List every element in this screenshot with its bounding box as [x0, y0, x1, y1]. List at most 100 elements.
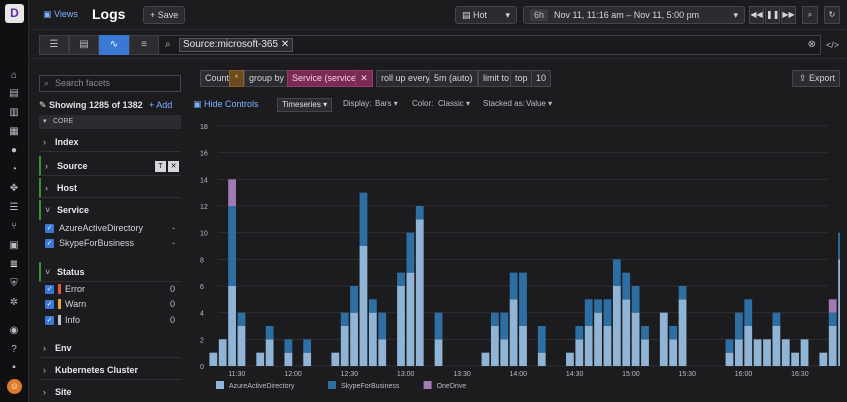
storage-tier-select[interactable]: ▤ Hot ▾: [455, 6, 517, 24]
remove-group-icon[interactable]: ✕: [355, 70, 373, 87]
rollup-select[interactable]: 5m (auto): [429, 70, 478, 87]
status-item-count: 0: [169, 299, 175, 309]
query-tag[interactable]: Source:microsoft-365 ✕: [179, 38, 294, 52]
facet-status[interactable]: ˅ Status: [39, 262, 181, 282]
status-item-error[interactable]: ✓ Error 0: [45, 282, 181, 296]
checkbox-checked[interactable]: ✓: [45, 285, 54, 294]
bar-segment: [378, 312, 387, 340]
service-item-skype[interactable]: ✓ SkypeForBusiness -: [45, 236, 181, 250]
bar-segment: [415, 206, 424, 220]
group-by-value[interactable]: Service (service): [287, 70, 365, 87]
core-section-header[interactable]: ▾ CORE: [39, 115, 181, 129]
export-button[interactable]: ⇪ Export: [792, 70, 840, 87]
datadog-logo-icon[interactable]: D: [5, 4, 24, 23]
refresh-icon[interactable]: ↻: [824, 6, 840, 24]
metrics-icon[interactable]: ▥: [9, 107, 19, 118]
rollup-label: roll up every: [376, 70, 436, 87]
limit-direction-select[interactable]: top: [510, 70, 533, 87]
dashboard-icon[interactable]: ▤: [9, 88, 19, 99]
service-item-azure[interactable]: ✓ AzureActiveDirectory -: [45, 221, 181, 235]
y-tick-label: 18: [200, 124, 208, 131]
ci-icon[interactable]: ⑂: [11, 221, 17, 232]
status-item-info[interactable]: ✓ Info 0: [45, 313, 181, 327]
search-input[interactable]: ⌕ Source:microsoft-365 ✕ ⊗: [158, 35, 821, 55]
synthetics-icon[interactable]: ☰: [9, 202, 19, 213]
x-tick-label: 16:00: [735, 371, 753, 378]
list-view-icon[interactable]: ☰: [39, 35, 69, 55]
monitors-icon[interactable]: ●: [10, 145, 18, 156]
facet-search-input[interactable]: ⌕ Search facets: [39, 75, 181, 92]
bar-segment: [838, 232, 846, 260]
logs-nav-icon[interactable]: ≣: [9, 259, 19, 270]
hide-controls-button[interactable]: ▣ Hide Controls: [193, 98, 259, 110]
settings-icon[interactable]: ✲: [9, 297, 19, 308]
security-icon[interactable]: ⛨: [10, 278, 18, 289]
bar-segment: [265, 339, 274, 366]
bar-segment: [500, 339, 509, 366]
time-range-picker[interactable]: 6h Nov 11, 11:16 am – Nov 11, 5:00 pm ▾: [523, 6, 745, 24]
filter-icon[interactable]: T: [155, 161, 166, 172]
stacked-value: Value: [526, 99, 546, 108]
remove-filter-icon[interactable]: ✕: [168, 161, 179, 172]
bar-segment: [584, 326, 593, 366]
status-item-warn[interactable]: ✓ Warn 0: [45, 297, 181, 311]
time-pause-icon[interactable]: ❚❚: [765, 6, 780, 24]
apm-icon[interactable]: ◔: [10, 164, 18, 175]
avatar[interactable]: ☺: [7, 379, 22, 394]
bar-segment: [659, 312, 668, 366]
display-value: Bars: [375, 99, 392, 108]
bar-segment: [331, 352, 340, 366]
checkbox-checked[interactable]: ✓: [45, 239, 54, 248]
clear-search-icon[interactable]: ⊗: [807, 39, 816, 50]
checkbox-checked[interactable]: ✓: [45, 224, 54, 233]
save-button[interactable]: + Save: [143, 6, 185, 24]
facet-env[interactable]: › Env: [39, 338, 181, 358]
chevron-right-icon: ›: [45, 161, 48, 171]
edit-icon[interactable]: ✎: [39, 100, 50, 110]
checkbox-checked[interactable]: ✓: [45, 316, 54, 325]
close-icon[interactable]: ✕: [280, 39, 290, 50]
status-swatch: [58, 315, 61, 325]
facet-index[interactable]: › Index: [39, 132, 181, 152]
bar-segment: [734, 339, 743, 366]
chevron-down-icon: ˅: [45, 205, 51, 215]
chart-controls: ▣ Hide Controls Timeseries ▾ Display: Ba…: [193, 98, 843, 112]
export-label: Export: [809, 73, 836, 83]
display-select[interactable]: Bars ▾: [375, 98, 398, 110]
table-view-icon[interactable]: ≡: [129, 35, 159, 55]
facet-kubernetes-cluster[interactable]: › Kubernetes Cluster: [39, 360, 181, 380]
limit-value-input[interactable]: 10: [531, 70, 552, 87]
integrations-icon[interactable]: ✥: [9, 183, 19, 194]
code-icon[interactable]: </>: [826, 40, 840, 50]
account-icon[interactable]: ▪: [12, 362, 16, 373]
add-facet-button[interactable]: + Add: [149, 100, 172, 110]
chat-icon[interactable]: ◉: [9, 325, 19, 336]
time-forward-icon[interactable]: ▶▶: [781, 6, 796, 24]
views-button[interactable]: ▣ Views: [37, 6, 84, 24]
timeseries-chart[interactable]: 0 2 4 6 8 10 12 14 16 18 11:30 12:00 12:30 13:00 13:30…: [200, 116, 846, 402]
stacked-select[interactable]: Value ▾: [526, 98, 552, 110]
facet-service[interactable]: ˅ Service: [39, 200, 181, 220]
time-back-icon[interactable]: ◀◀: [749, 6, 764, 24]
checkbox-checked[interactable]: ✓: [45, 300, 54, 309]
bar-segment: [594, 299, 602, 313]
bar-segment: [781, 339, 790, 366]
infrastructure-icon[interactable]: ▦: [9, 126, 19, 137]
patterns-view-icon[interactable]: ▤: [69, 35, 99, 55]
facet-source[interactable]: › Source: [39, 156, 181, 176]
notebooks-icon[interactable]: ▣: [9, 240, 19, 251]
color-select[interactable]: Classic ▾: [438, 98, 470, 110]
visualization-select[interactable]: Timeseries ▾: [277, 98, 333, 112]
measure-select[interactable]: *: [229, 70, 244, 87]
facet-search-placeholder: Search facets: [55, 78, 111, 88]
query-tag-label: Source:microsoft-365: [183, 39, 279, 50]
zoom-icon[interactable]: ⌕: [802, 6, 818, 24]
status-item-count: 0: [169, 315, 175, 325]
aggregation-select[interactable]: Count: [200, 70, 235, 87]
home-icon[interactable]: ⌂: [10, 70, 18, 81]
facet-site[interactable]: › Site: [39, 382, 181, 402]
timeseries-view-icon[interactable]: ∿: [99, 35, 129, 55]
facet-host[interactable]: › Host: [39, 178, 181, 198]
bar-segment: [359, 246, 368, 366]
help-icon[interactable]: ?: [11, 344, 17, 355]
